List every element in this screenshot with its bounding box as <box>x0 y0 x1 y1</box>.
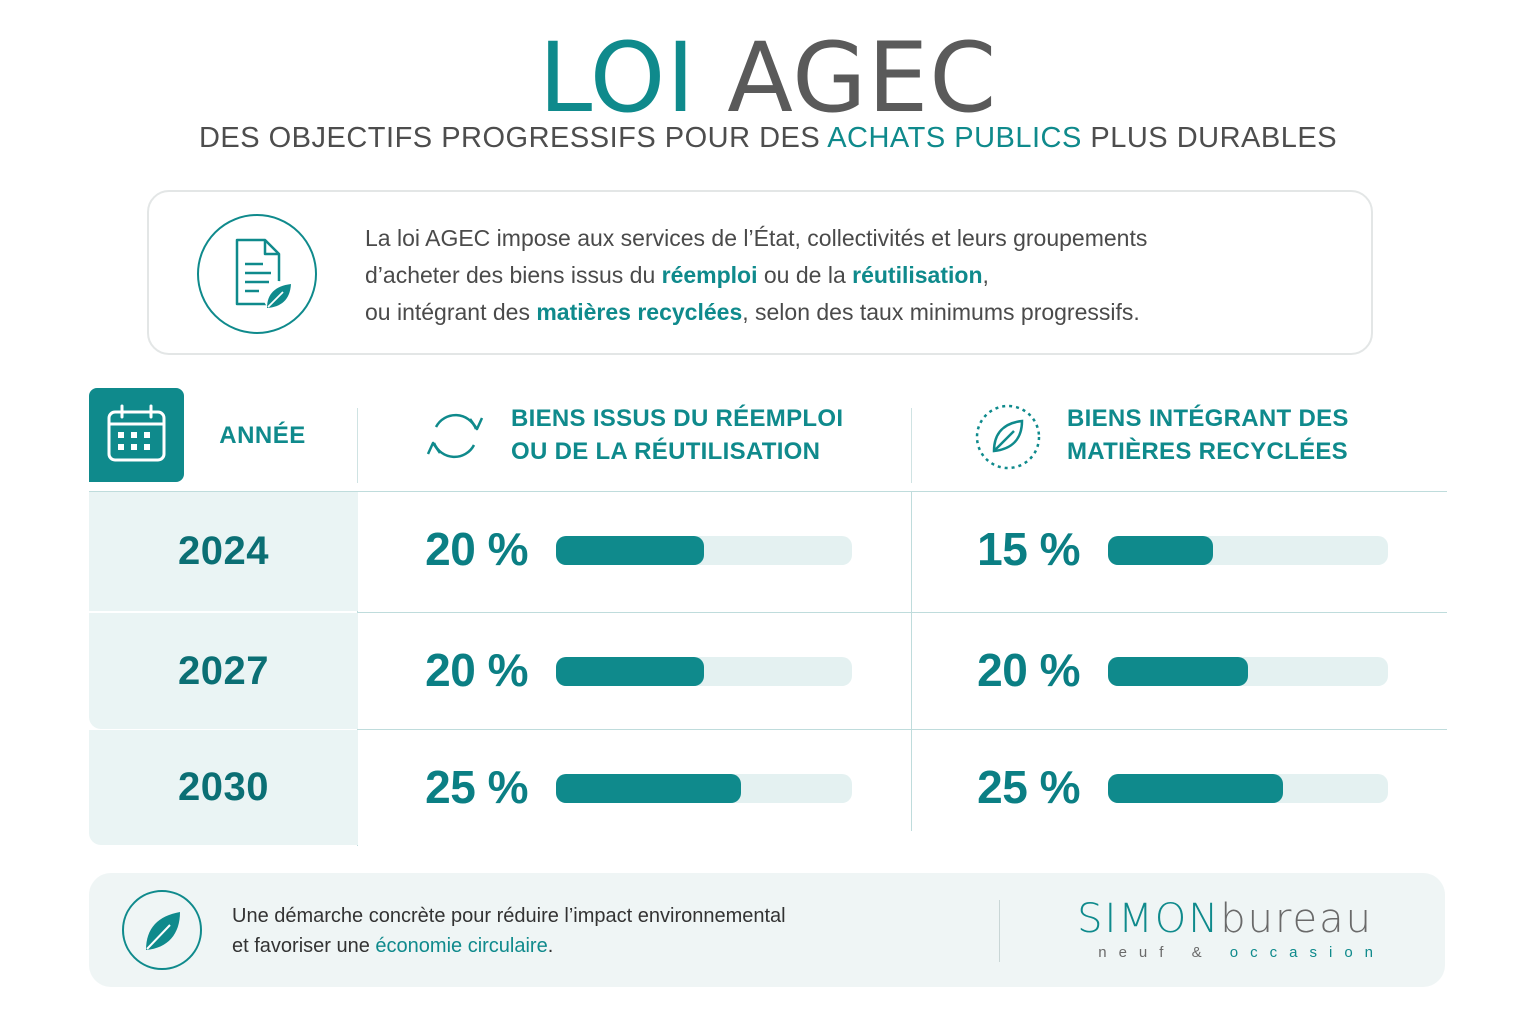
reemploi-percent: 20 % <box>425 523 528 575</box>
leaf-circle-icon <box>974 403 1042 476</box>
reemploi-progress-fill <box>556 657 704 686</box>
brand-simon: SIMON <box>1077 896 1221 942</box>
page-subtitle: DES OBJECTIFS PROGRESSIFS POUR DES ACHAT… <box>0 120 1536 156</box>
subtitle-post: PLUS DURABLES <box>1090 122 1338 154</box>
col-recyclees-line2: MATIÈRES RECYCLÉES <box>1067 438 1348 465</box>
footer-economie-circulaire: économie circulaire <box>375 935 548 957</box>
col-reemploi-line2: OU DE LA RÉUTILISATION <box>511 438 821 465</box>
footer-line2: et favoriser une économie circulaire. <box>232 931 952 961</box>
intro-line3: ou intégrant des matières recyclées, sel… <box>365 294 1325 331</box>
recyclees-progress-bar <box>1108 657 1388 686</box>
recyclees-progress-fill <box>1108 774 1283 803</box>
table-top-line <box>89 491 1447 492</box>
brand-name: SIMONbureau <box>1073 897 1373 941</box>
intro-text: La loi AGEC impose aux services de l’Éta… <box>365 220 1325 331</box>
year-cell: 2024 <box>89 492 358 611</box>
reemploi-percent: 20 % <box>425 644 528 696</box>
calendar-icon <box>89 388 184 482</box>
intro-reemploi: réemploi <box>661 262 758 288</box>
reemploi-percent: 25 % <box>425 761 528 813</box>
header-divider <box>357 408 358 483</box>
recyclees-percent: 20 % <box>977 644 1080 696</box>
reemploi-progress-fill <box>556 774 741 803</box>
row-divider <box>357 612 1447 613</box>
footer-text: Une démarche concrète pour réduire l’imp… <box>232 901 952 961</box>
footer-box: Une démarche concrète pour réduire l’imp… <box>89 873 1445 987</box>
document-leaf-icon <box>197 214 317 334</box>
brand-occasion: occasion <box>1229 944 1385 961</box>
col-reemploi-line1: BIENS ISSUS DU RÉEMPLOI <box>511 405 844 432</box>
brand-logo: SIMONbureau neuf & occasion <box>1073 897 1373 963</box>
reemploi-progress-fill <box>556 536 704 565</box>
year-label: 2030 <box>178 765 269 809</box>
brand-neuf: neuf <box>1098 944 1176 961</box>
year-label: 2027 <box>178 648 269 693</box>
col-recyclees-header: BIENS INTÉGRANT DES MATIÈRES RECYCLÉES <box>1067 402 1349 468</box>
refresh-cycle-icon <box>424 405 486 472</box>
header-divider <box>911 408 912 483</box>
column-divider <box>911 491 912 831</box>
intro-reutilisation: réutilisation <box>852 262 983 288</box>
recyclees-progress-bar <box>1108 536 1388 565</box>
intro-line2-e: , <box>982 262 989 288</box>
recyclees-percent: 25 % <box>977 761 1080 813</box>
year-cell: 2027 <box>89 613 358 729</box>
intro-line2-a: d’acheter des biens issus du <box>365 262 662 288</box>
recyclees-percent: 15 % <box>977 523 1080 575</box>
subtitle-pre: DES OBJECTIFS PROGRESSIFS POUR DES <box>198 122 821 154</box>
footer-line1: Une démarche concrète pour réduire l’imp… <box>232 905 786 927</box>
col-reemploi-header: BIENS ISSUS DU RÉEMPLOI OU DE LA RÉUTILI… <box>511 402 843 468</box>
footer-line2-a: et favoriser une <box>232 935 376 957</box>
intro-line2-c: ou de la <box>757 262 853 288</box>
row-divider <box>357 729 1447 730</box>
year-header: ANNÉE <box>219 422 306 449</box>
intro-matieres-recyclees: matières recyclées <box>536 299 743 325</box>
intro-line3-a: ou intégrant des <box>365 299 537 325</box>
page-title: LOI AGEC <box>0 18 1536 138</box>
reemploi-progress-bar <box>556 657 852 686</box>
recyclees-progress-bar <box>1108 774 1388 803</box>
recyclees-progress-fill <box>1108 657 1248 686</box>
reemploi-progress-bar <box>556 536 852 565</box>
reemploi-progress-bar <box>556 774 852 803</box>
col-recyclees-line1: BIENS INTÉGRANT DES <box>1067 405 1349 432</box>
recyclees-progress-fill <box>1108 536 1213 565</box>
footer-line2-c: . <box>547 935 554 957</box>
footer-divider <box>999 900 1000 962</box>
leaf-icon <box>122 890 202 970</box>
title-loi: LOI <box>538 22 696 134</box>
title-agec: AGEC <box>727 22 998 134</box>
brand-amp: & <box>1191 944 1214 961</box>
subtitle-highlight: ACHATS PUBLICS <box>827 122 1082 154</box>
intro-line3-c: , selon des taux minimums progressifs. <box>742 299 1140 325</box>
year-label: 2024 <box>178 529 269 573</box>
year-cell: 2030 <box>89 730 358 845</box>
intro-line1: La loi AGEC impose aux services de l’Éta… <box>365 225 1148 251</box>
brand-tagline: neuf & occasion <box>1073 943 1385 963</box>
brand-bureau: bureau <box>1220 896 1373 942</box>
intro-box: La loi AGEC impose aux services de l’Éta… <box>147 190 1373 355</box>
intro-line2: d’acheter des biens issus du réemploi ou… <box>365 257 1325 294</box>
